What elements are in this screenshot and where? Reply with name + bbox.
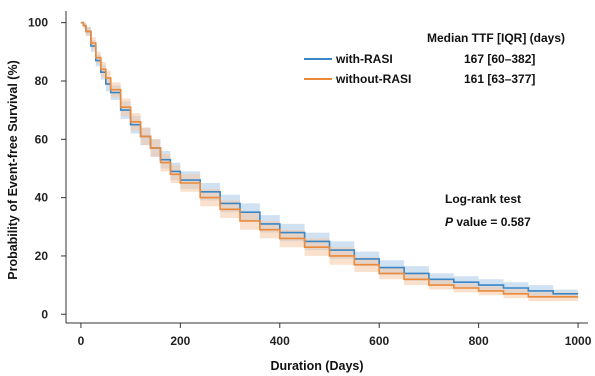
logrank-label: Log-rank test bbox=[445, 192, 521, 206]
x-tick-label-600: 600 bbox=[369, 334, 389, 348]
legend-stat-with-rasi: 167 [60–382] bbox=[464, 52, 535, 66]
series-line-without-rasi bbox=[80, 21, 579, 298]
y-tick-label-100: 100 bbox=[28, 16, 48, 30]
legend-label-without-rasi: without-RASI bbox=[335, 72, 411, 86]
series-lines bbox=[80, 21, 579, 298]
x-tick-label-800: 800 bbox=[469, 334, 489, 348]
series-line-with-rasi bbox=[80, 21, 579, 295]
y-tick-label-0: 0 bbox=[41, 307, 48, 321]
y-axis-ticks: 0 20 40 60 80 100 bbox=[28, 16, 66, 321]
x-tick-label-400: 400 bbox=[270, 334, 290, 348]
pvalue-text: value = 0.587 bbox=[453, 215, 531, 229]
x-axis-ticks: 0 200 400 600 800 1000 bbox=[78, 323, 592, 348]
legend-title: Median TTF [IQR] (days) bbox=[427, 31, 565, 45]
pvalue-italic: P bbox=[445, 215, 454, 229]
legend: Median TTF [IQR] (days) with-RASI 167 [6… bbox=[304, 31, 565, 86]
pvalue-label: P value = 0.587 bbox=[445, 215, 531, 229]
y-tick-label-60: 60 bbox=[35, 132, 49, 146]
x-tick-label-200: 200 bbox=[170, 334, 190, 348]
legend-stat-without-rasi: 161 [63–377] bbox=[464, 72, 535, 86]
x-tick-label-0: 0 bbox=[78, 334, 85, 348]
y-tick-label-20: 20 bbox=[35, 249, 49, 263]
y-tick-label-80: 80 bbox=[35, 74, 49, 88]
y-tick-label-40: 40 bbox=[35, 191, 49, 205]
y-axis-title: Probability of Event-free Survival (%) bbox=[6, 60, 20, 280]
x-tick-label-1000: 1000 bbox=[565, 334, 592, 348]
x-axis-title: Duration (Days) bbox=[270, 359, 363, 373]
legend-label-with-rasi: with-RASI bbox=[335, 52, 393, 66]
